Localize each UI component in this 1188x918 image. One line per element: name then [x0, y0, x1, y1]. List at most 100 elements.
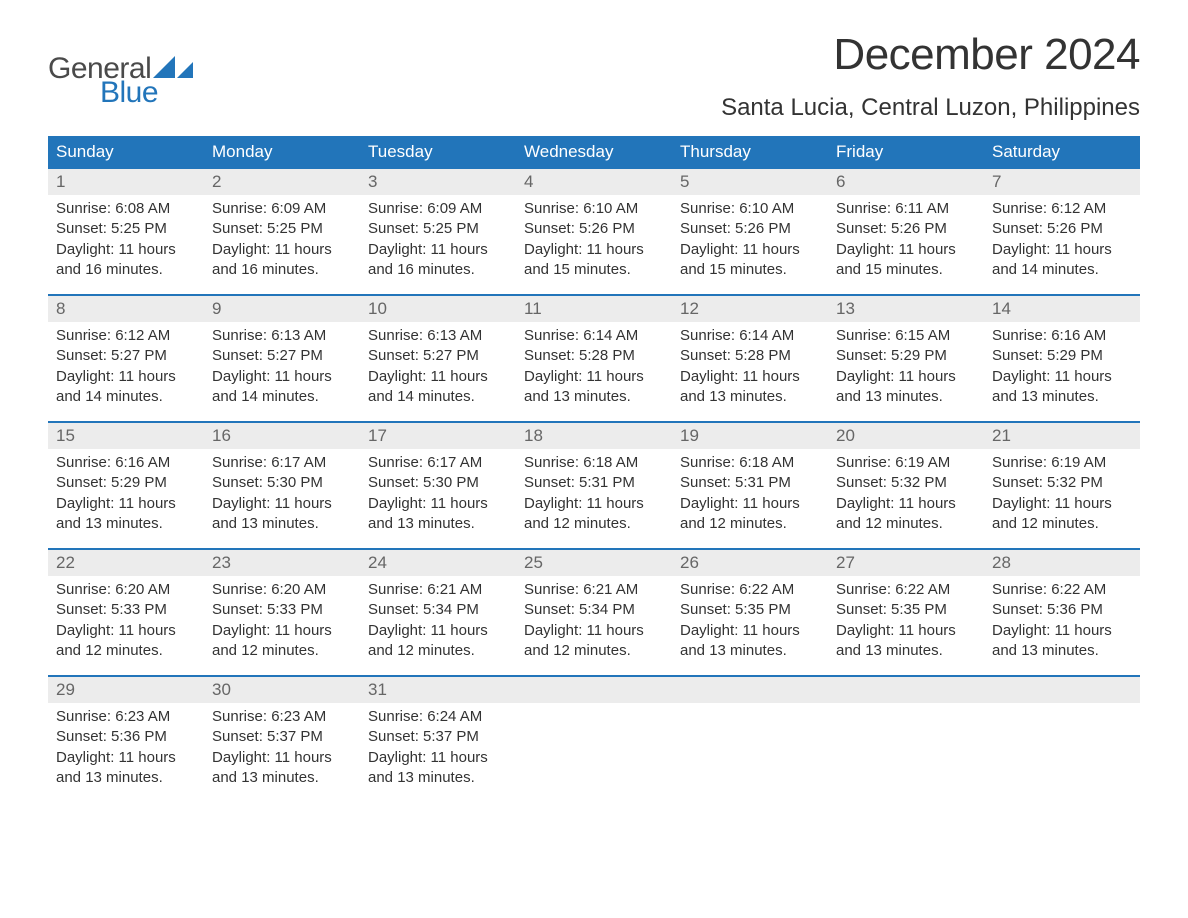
sunset-text: Sunset: 5:35 PM [836, 600, 976, 620]
day-body: Sunrise: 6:18 AMSunset: 5:31 PMDaylight:… [516, 449, 672, 534]
daylight-line1: Daylight: 11 hours [212, 240, 352, 260]
day-number-row: 29 [48, 677, 204, 703]
day-number-row: 5 [672, 169, 828, 195]
day-number: 31 [368, 680, 387, 699]
daylight-line2: and 13 minutes. [992, 641, 1132, 661]
sunset-text: Sunset: 5:25 PM [368, 219, 508, 239]
daylight-line2: and 15 minutes. [524, 260, 664, 280]
sunrise-text: Sunrise: 6:22 AM [680, 580, 820, 600]
week-row: 15 Sunrise: 6:16 AMSunset: 5:29 PM Dayligh… [48, 421, 1140, 548]
day-body: Sunrise: 6:23 AMSunset: 5:36 PMDaylight:… [48, 703, 204, 788]
day-number-row: 6 [828, 169, 984, 195]
day-cell: 16Sunrise: 6:17 AMSunset: 5:30 PMDayligh… [204, 423, 360, 548]
sunrise-text: Sunrise: 6:21 AM [368, 580, 508, 600]
day-cell: 13Sunrise: 6:15 AMSunset: 5:29 PMDayligh… [828, 296, 984, 421]
sunrise-text: Sunrise: 6:22 AM [992, 580, 1132, 600]
sunset-text: Sunset: 5:25 PM [212, 219, 352, 239]
daylight-line1: Daylight: 11 hours [524, 240, 664, 260]
day-number-row: 10 [360, 296, 516, 322]
day-number-row: 27 [828, 550, 984, 576]
sunset-text: Sunset: 5:28 PM [524, 346, 664, 366]
day-number-row: 7 [984, 169, 1140, 195]
daylight-line1: Daylight: 11 hours [680, 494, 820, 514]
day-body: Sunrise: 6:20 AMSunset: 5:33 PMDaylight:… [48, 576, 204, 661]
sunset-text: Sunset: 5:27 PM [368, 346, 508, 366]
sunset-text: Sunset: 5:36 PM [992, 600, 1132, 620]
sunset-text: Sunset: 5:33 PM [56, 600, 196, 620]
sunset-text: Sunset: 5:26 PM [524, 219, 664, 239]
day-header-thursday: Thursday [672, 136, 828, 169]
daylight-line1: Daylight: 11 hours [368, 240, 508, 260]
day-cell: 4Sunrise: 6:10 AMSunset: 5:26 PMDaylight… [516, 169, 672, 294]
sunset-text: Sunset: 5:34 PM [368, 600, 508, 620]
daylight-line2: and 13 minutes. [212, 768, 352, 788]
day-number: 9 [212, 299, 221, 318]
day-number: 6 [836, 172, 845, 191]
sunrise-text: Sunrise: 6:18 AM [680, 453, 820, 473]
day-body: Sunrise: 6:18 AMSunset: 5:31 PMDaylight:… [672, 449, 828, 534]
day-number-row: 15 [48, 423, 204, 449]
day-body: Sunrise: 6:20 AMSunset: 5:33 PMDaylight:… [204, 576, 360, 661]
daylight-line2: and 13 minutes. [524, 387, 664, 407]
day-body: Sunrise: 6:22 AMSunset: 5:35 PMDaylight:… [828, 576, 984, 661]
day-number-row: 2 [204, 169, 360, 195]
day-header-wednesday: Wednesday [516, 136, 672, 169]
day-number: 17 [368, 426, 387, 445]
daylight-line2: and 13 minutes. [680, 641, 820, 661]
daylight-line2: and 12 minutes. [56, 641, 196, 661]
title-block: December 2024 Santa Lucia, Central Luzon… [721, 30, 1140, 122]
daylight-line2: and 12 minutes. [368, 641, 508, 661]
location: Santa Lucia, Central Luzon, Philippines [721, 94, 1140, 122]
day-cell [516, 677, 672, 802]
sunset-text: Sunset: 5:31 PM [680, 473, 820, 493]
day-number-row: 22 [48, 550, 204, 576]
day-number: 2 [212, 172, 221, 191]
day-cell: 30Sunrise: 6:23 AMSunset: 5:37 PMDayligh… [204, 677, 360, 802]
daylight-line1: Daylight: 11 hours [524, 494, 664, 514]
sunrise-text: Sunrise: 6:19 AM [836, 453, 976, 473]
daylight-line2: and 15 minutes. [836, 260, 976, 280]
day-number-row: 1 [48, 169, 204, 195]
sunrise-text: Sunrise: 6:09 AM [368, 199, 508, 219]
sunrise-text: Sunrise: 6:16 AM [992, 326, 1132, 346]
day-number: 5 [680, 172, 689, 191]
day-body: Sunrise: 6:17 AMSunset: 5:30 PMDaylight:… [204, 449, 360, 534]
sunset-text: Sunset: 5:37 PM [368, 727, 508, 747]
day-number: 4 [524, 172, 533, 191]
sunrise-text: Sunrise: 6:19 AM [992, 453, 1132, 473]
daylight-line2: and 13 minutes. [992, 387, 1132, 407]
sunrise-text: Sunrise: 6:17 AM [368, 453, 508, 473]
sunset-text: Sunset: 5:34 PM [524, 600, 664, 620]
daylight-line1: Daylight: 11 hours [836, 367, 976, 387]
day-number-row: 31 [360, 677, 516, 703]
sunset-text: Sunset: 5:32 PM [836, 473, 976, 493]
daylight-line1: Daylight: 11 hours [992, 367, 1132, 387]
daylight-line1: Daylight: 11 hours [56, 367, 196, 387]
day-cell: 6Sunrise: 6:11 AMSunset: 5:26 PMDaylight… [828, 169, 984, 294]
day-number-row: 23 [204, 550, 360, 576]
sunrise-text: Sunrise: 6:13 AM [212, 326, 352, 346]
day-body: Sunrise: 6:21 AMSunset: 5:34 PMDaylight:… [360, 576, 516, 661]
daylight-line2: and 16 minutes. [212, 260, 352, 280]
sunrise-text: Sunrise: 6:16 AM [56, 453, 196, 473]
sunset-text: Sunset: 5:29 PM [56, 473, 196, 493]
daylight-line2: and 16 minutes. [368, 260, 508, 280]
sunrise-text: Sunrise: 6:20 AM [212, 580, 352, 600]
day-number: 28 [992, 553, 1011, 572]
day-header-saturday: Saturday [984, 136, 1140, 169]
day-number: 10 [368, 299, 387, 318]
week-row: 1Sunrise: 6:08 AMSunset: 5:25 PMDaylight… [48, 169, 1140, 294]
day-body: Sunrise: 6:12 AMSunset: 5:26 PMDaylight:… [984, 195, 1140, 280]
day-number-row: 30 [204, 677, 360, 703]
day-number: 7 [992, 172, 1001, 191]
daylight-line1: Daylight: 11 hours [680, 240, 820, 260]
sunrise-text: Sunrise: 6:08 AM [56, 199, 196, 219]
daylight-line1: Daylight: 11 hours [368, 494, 508, 514]
day-cell: 22Sunrise: 6:20 AMSunset: 5:33 PMDayligh… [48, 550, 204, 675]
sunset-text: Sunset: 5:26 PM [992, 219, 1132, 239]
day-number: 11 [524, 299, 542, 318]
day-number-row: 8 [48, 296, 204, 322]
sunset-text: Sunset: 5:32 PM [992, 473, 1132, 493]
daylight-line1: Daylight: 11 hours [680, 367, 820, 387]
sunset-text: Sunset: 5:26 PM [836, 219, 976, 239]
